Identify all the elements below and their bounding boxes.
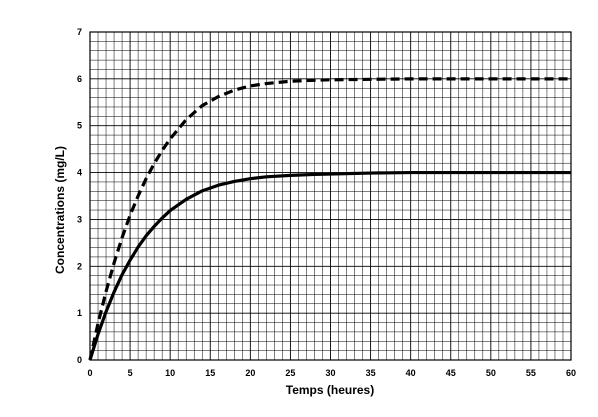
y-tick-label: 4 — [77, 168, 82, 178]
x-tick-label: 5 — [128, 368, 133, 378]
y-tick-label: 2 — [77, 261, 82, 271]
plot-frame — [89, 31, 572, 361]
x-axis-title: Temps (heures) — [286, 383, 374, 397]
x-tick-label: 20 — [245, 368, 255, 378]
y-tick-label: 3 — [77, 214, 82, 224]
x-tick-label: 30 — [325, 368, 335, 378]
y-tick-label: 5 — [77, 121, 82, 131]
y-tick-labels: 0 1 2 3 4 5 6 7 — [77, 27, 82, 365]
series-line-dashed — [88, 77, 571, 361]
x-tick-label: 40 — [406, 368, 416, 378]
x-tick-label: 25 — [285, 368, 295, 378]
y-tick-label: 0 — [77, 355, 82, 365]
y-axis-title: Concentrations (mg/L) — [53, 146, 67, 274]
y-tick-label: 6 — [77, 74, 82, 84]
y-tick-label: 1 — [77, 308, 82, 318]
series-line-solid — [88, 170, 571, 361]
x-tick-label: 50 — [486, 368, 496, 378]
x-tick-label: 60 — [566, 368, 576, 378]
series-group — [88, 77, 571, 361]
x-tick-label: 45 — [446, 368, 456, 378]
y-tick-label: 7 — [77, 27, 82, 37]
x-tick-labels: 0 5 10 15 20 25 30 35 40 45 50 55 60 — [87, 368, 576, 378]
x-tick-label: 35 — [366, 368, 376, 378]
grid — [89, 31, 572, 361]
x-tick-label: 10 — [165, 368, 175, 378]
x-tick-label: 0 — [87, 368, 92, 378]
x-tick-label: 55 — [526, 368, 536, 378]
x-tick-label: 15 — [205, 368, 215, 378]
